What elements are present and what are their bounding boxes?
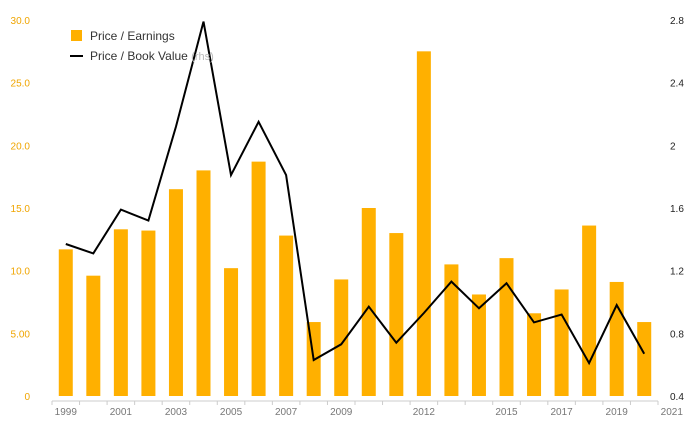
legend-label-price-book-name: Price / Book Value: [90, 49, 188, 63]
x-axis: 1999 2001 2003 2005 2007 2009 2012 2015 2017 2019…: [51, 400, 684, 418]
y-right-tick-label: 0.4: [670, 392, 684, 403]
x-tick-label: 1999: [55, 407, 78, 418]
x-tick-label: 2021: [661, 407, 684, 418]
y-left-tick-label: 25.0: [11, 79, 31, 90]
x-tick-label: 2001: [110, 407, 133, 418]
x-tick-label: 2015: [495, 407, 518, 418]
x-tick-label: 2003: [165, 407, 188, 418]
bar-price-earnings: [168, 189, 183, 396]
bar-price-earnings: [389, 233, 404, 396]
x-tick-label: 2007: [275, 407, 298, 418]
bar-price-earnings: [554, 289, 569, 396]
bar-price-earnings: [196, 170, 211, 396]
legend: Price / Earnings Price / Book Value (rhs…: [70, 29, 214, 63]
legend-label-price-book: Price / Book Value (rhs): [90, 49, 214, 63]
legend-label-price-earnings: Price / Earnings: [90, 29, 175, 43]
y-right-tick-label: 1.2: [670, 267, 684, 278]
y-left-tick-label: 5.00: [11, 329, 31, 340]
bar-price-earnings: [471, 294, 486, 396]
y-left-tick-label: 20.0: [11, 141, 31, 152]
y-left-tick-label: 10.0: [11, 267, 31, 278]
bar-price-earnings: [86, 275, 101, 396]
line-series-price-book: [65, 21, 646, 366]
bar-price-earnings: [279, 235, 294, 396]
legend-label-price-book-suffix: (rhs): [191, 51, 214, 63]
bar-price-earnings: [582, 225, 597, 396]
bar-price-earnings: [334, 279, 349, 396]
bar-price-earnings: [609, 281, 624, 396]
y-right-tick-label: 2.4: [670, 79, 684, 90]
y-axis-right: 0.4 0.8 1.2 1.6 2 2.4 2.8: [670, 16, 684, 403]
x-tick-label: 2017: [550, 407, 573, 418]
y-left-tick-label: 0: [24, 392, 30, 403]
bar-price-earnings: [361, 208, 376, 396]
x-tick-label: 2019: [606, 407, 629, 418]
y-axis-left: 0 5.00 10.0 15.0 20.0 25.0 30.0: [11, 16, 31, 403]
y-left-tick-label: 30.0: [11, 16, 31, 27]
y-left-tick-label: 15.0: [11, 204, 31, 215]
x-tick-label: 2009: [330, 407, 353, 418]
y-right-tick-label: 2.8: [670, 16, 684, 27]
bar-series-price-earnings: [58, 51, 652, 396]
bar-price-earnings: [251, 161, 266, 396]
line-price-book: [65, 21, 646, 366]
y-right-tick-label: 2: [670, 141, 676, 152]
y-right-tick-label: 0.8: [670, 329, 684, 340]
y-right-tick-label: 1.6: [670, 204, 684, 215]
bar-price-earnings: [141, 230, 156, 396]
bar-price-earnings: [527, 313, 542, 396]
x-tick-label: 2012: [413, 407, 436, 418]
bar-price-earnings: [58, 249, 73, 396]
bar-price-earnings: [499, 258, 514, 396]
bar-price-earnings: [224, 268, 239, 396]
bar-price-earnings: [637, 322, 652, 396]
bar-price-earnings: [444, 264, 459, 396]
x-tick-label: 2005: [220, 407, 243, 418]
bar-price-earnings: [416, 51, 431, 396]
legend-swatch-price-earnings: [71, 30, 82, 41]
bar-price-earnings: [113, 229, 128, 396]
